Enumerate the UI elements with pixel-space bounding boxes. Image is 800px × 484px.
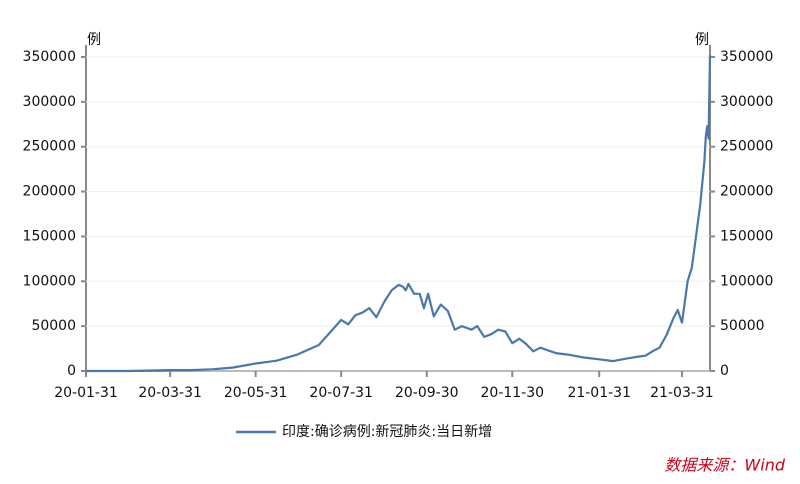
y-tick-label: 50000 bbox=[31, 318, 76, 334]
x-tick-label: 20-11-30 bbox=[481, 385, 545, 401]
y2-tick-label: 250000 bbox=[720, 139, 773, 155]
x-tick-label: 20-09-30 bbox=[395, 385, 459, 401]
y-unit-left: 例 bbox=[87, 32, 101, 48]
x-tick-label: 20-03-31 bbox=[138, 385, 202, 401]
y2-tick-label: 0 bbox=[720, 363, 729, 379]
x-tick-label: 21-01-31 bbox=[567, 385, 631, 401]
x-tick-label: 20-01-31 bbox=[54, 385, 118, 401]
y-tick-label: 350000 bbox=[23, 49, 76, 65]
y-tick-label: 150000 bbox=[23, 228, 76, 244]
y2-tick-label: 50000 bbox=[720, 318, 765, 334]
y-tick-label: 250000 bbox=[23, 139, 76, 155]
y2-tick-label: 350000 bbox=[720, 49, 773, 65]
y2-tick-label: 200000 bbox=[720, 184, 773, 200]
source: 数据来源：Wind bbox=[664, 456, 785, 475]
y-tick-label: 200000 bbox=[23, 184, 76, 200]
y-tick-label: 100000 bbox=[23, 273, 76, 289]
x-tick-label: 20-05-31 bbox=[224, 385, 288, 401]
y-tick-label: 0 bbox=[67, 363, 76, 379]
y-unit-right: 例 bbox=[695, 32, 709, 48]
y2-tick-label: 300000 bbox=[720, 94, 773, 110]
y-tick-label: 300000 bbox=[23, 94, 76, 110]
x-tick-label: 20-07-31 bbox=[309, 385, 373, 401]
y2-tick-label: 100000 bbox=[720, 273, 773, 289]
legend-label: 印度:确诊病例:新冠肺炎:当日新增 bbox=[282, 424, 492, 440]
x-tick-label: 21-03-31 bbox=[650, 385, 714, 401]
y2-tick-label: 150000 bbox=[720, 228, 773, 244]
data-line bbox=[86, 55, 712, 373]
